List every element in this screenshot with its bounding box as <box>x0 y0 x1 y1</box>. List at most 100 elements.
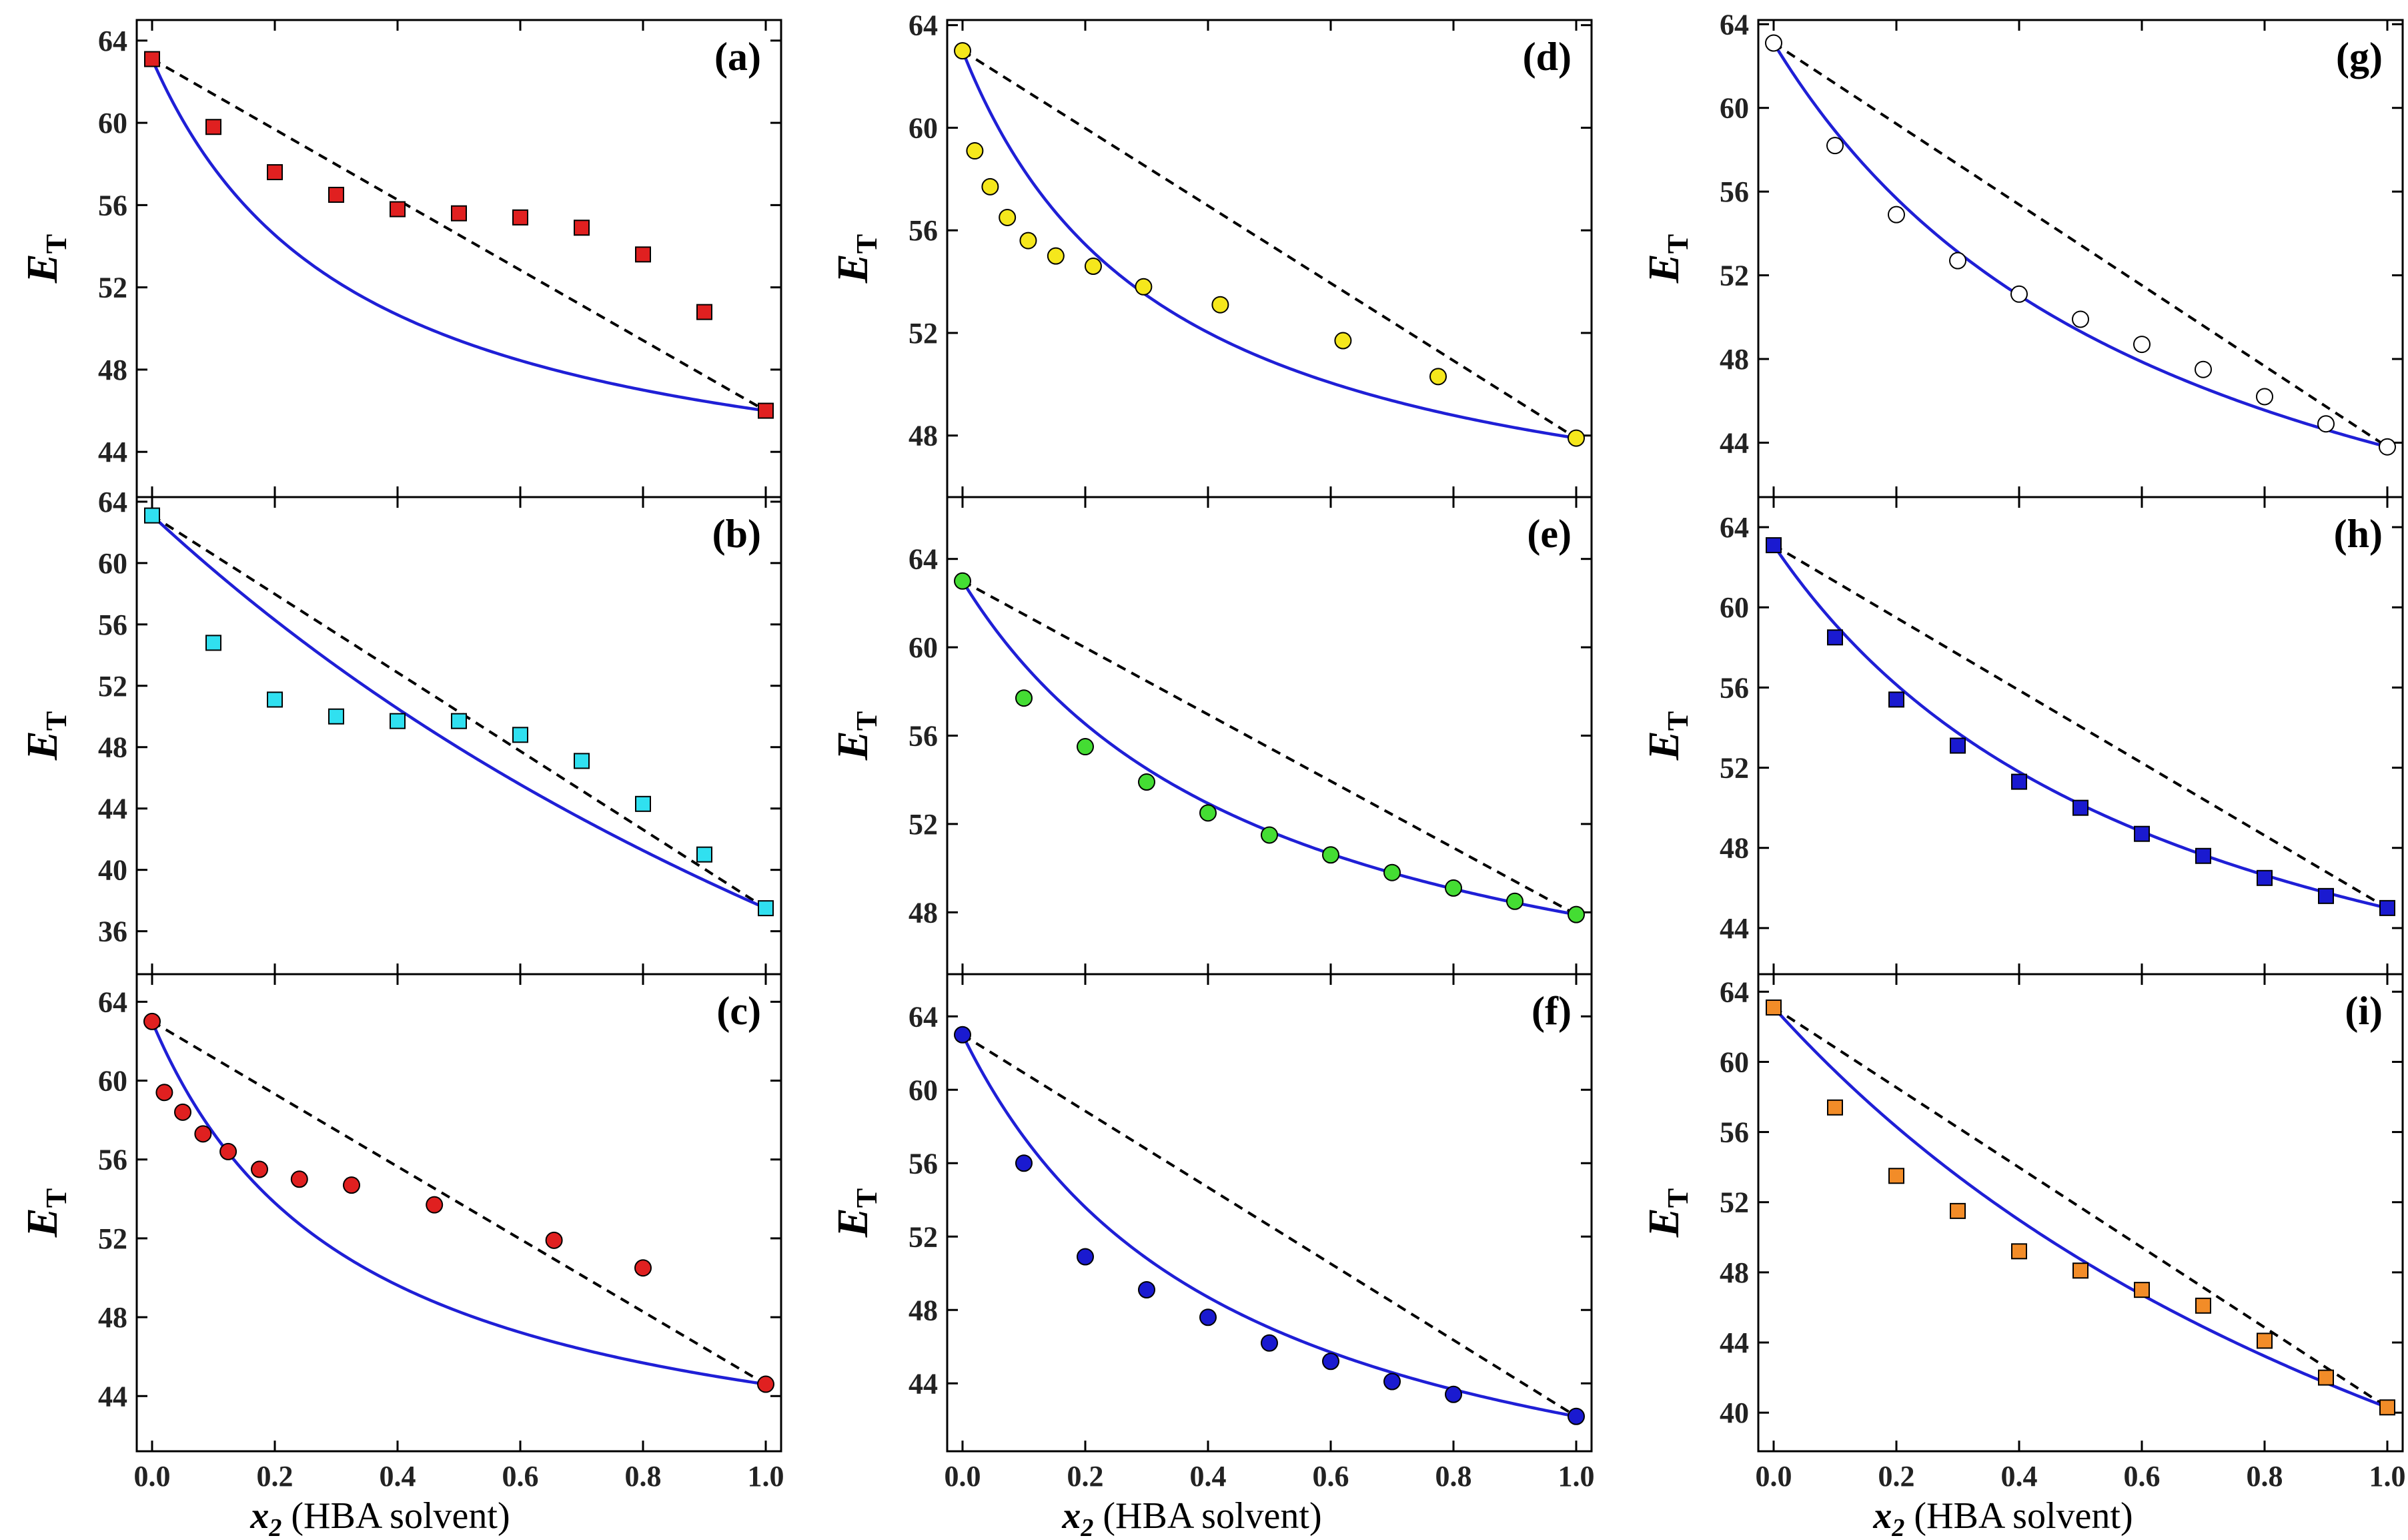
y-tick-label: 56 <box>98 609 127 641</box>
data-point <box>2257 1332 2273 1349</box>
y-tick-label: 36 <box>98 915 127 948</box>
data-point <box>635 246 651 263</box>
x-tick-label: 0.2 <box>1067 1460 1104 1493</box>
panel-label: (c) <box>716 989 761 1033</box>
x-tick-label: 0.4 <box>380 1460 416 1493</box>
panel-label: (a) <box>714 35 761 79</box>
y-tick-label: 48 <box>1720 1256 1749 1289</box>
data-point <box>1383 863 1401 881</box>
model-curve <box>150 58 766 412</box>
y-tick-label: 44 <box>98 793 127 825</box>
y-tick-label: 44 <box>1720 912 1749 945</box>
y-tick-label: 48 <box>98 1301 127 1334</box>
y-tick-label: 56 <box>1720 175 1749 208</box>
y-axis-label: ET <box>1640 234 1694 284</box>
y-tick-label: 60 <box>98 1065 127 1098</box>
y-tick-label: 52 <box>98 272 127 304</box>
data-point <box>155 1084 173 1102</box>
model-curve <box>1772 1006 2388 1409</box>
panel-h: 44 48 52 56 60 64 ET (h) <box>1640 496 2404 976</box>
y-tick-label: 48 <box>1720 832 1749 865</box>
panel-g-frame <box>1757 19 2404 498</box>
data-point <box>1888 691 1904 708</box>
data-point <box>144 51 160 67</box>
x-axis-label-col1: x2 (HBA solvent) <box>249 1495 510 1540</box>
data-point <box>1568 1407 1585 1425</box>
data-point <box>267 164 283 181</box>
data-point <box>290 1170 308 1188</box>
panel-i-frame <box>1757 973 2404 1453</box>
y-tick-label: 64 <box>1720 976 1749 1008</box>
x-tick-label: 0.6 <box>502 1460 539 1493</box>
y-axis-label: ET <box>18 1188 73 1238</box>
data-point <box>2379 899 2395 916</box>
data-point <box>219 1142 237 1160</box>
data-point <box>390 713 406 729</box>
data-point <box>545 1231 563 1249</box>
data-point <box>2195 847 2211 864</box>
model-curve <box>150 1021 766 1386</box>
y-axis-label: ET <box>1640 1188 1694 1238</box>
data-point <box>966 142 984 160</box>
data-point <box>1950 737 1966 754</box>
y-tick-label: 64 <box>909 1000 938 1033</box>
data-point <box>574 753 590 769</box>
data-point <box>451 713 467 729</box>
data-point <box>174 1103 191 1121</box>
data-point <box>1077 738 1094 756</box>
panel-i: 40 44 48 52 56 60 64 0.0 0.2 0.4 0.6 0.8 1.0 ET (i) <box>1640 973 2406 1493</box>
data-point <box>2010 285 2028 303</box>
panel-c-frame <box>135 973 782 1453</box>
y-tick-label: 48 <box>98 354 127 386</box>
y-tick-label: 52 <box>909 317 938 350</box>
data-point <box>2072 799 2088 816</box>
data-point <box>2195 360 2212 378</box>
x-tick-label: 0.4 <box>1190 1460 1227 1493</box>
panel-f-frame <box>946 973 1593 1453</box>
ideal-mixing-line <box>962 580 1577 916</box>
data-point <box>1568 905 1585 923</box>
x-tick-label: 0.4 <box>2001 1460 2038 1493</box>
y-tick-label: 56 <box>909 214 938 247</box>
data-point <box>1261 1334 1278 1352</box>
y-tick-label: 40 <box>98 854 127 887</box>
y-tick-label: 52 <box>98 670 127 703</box>
data-point <box>696 304 712 320</box>
ideal-mixing-line <box>1772 41 2389 448</box>
y-tick-label: 64 <box>909 543 938 576</box>
x-tick-label: 1.0 <box>2369 1460 2406 1493</box>
panel-label: (h) <box>2334 512 2383 556</box>
x-tick-label: 0.2 <box>257 1460 293 1493</box>
y-tick-label: 52 <box>909 1220 938 1253</box>
data-point <box>635 795 651 812</box>
data-point <box>1334 332 1352 350</box>
y-tick-label: 48 <box>98 731 127 764</box>
data-point <box>2133 336 2151 354</box>
panel-a-frame <box>135 19 782 498</box>
data-point <box>1766 999 1782 1016</box>
y-tick-label: 44 <box>1720 1326 1749 1359</box>
model-curve <box>961 1034 1577 1418</box>
data-point <box>954 1026 971 1044</box>
y-tick-label: 64 <box>98 486 127 518</box>
data-point <box>954 572 971 590</box>
data-point <box>758 900 774 917</box>
x-tick-label: 0.8 <box>2247 1460 2283 1493</box>
x-axis-label-col2: x2 (HBA solvent) <box>1061 1495 1321 1540</box>
panel-d-frame <box>946 19 1593 498</box>
y-tick-label: 64 <box>98 25 127 57</box>
y-tick-label: 64 <box>909 9 938 42</box>
ideal-mixing-line <box>151 514 767 909</box>
y-tick-label: 60 <box>909 111 938 144</box>
y-tick-label: 64 <box>1720 8 1749 41</box>
y-tick-label: 64 <box>1720 511 1749 544</box>
y-tick-label: 52 <box>1720 1186 1749 1219</box>
x-tick-label: 0.6 <box>1313 1460 1349 1493</box>
y-tick-label: 44 <box>98 436 127 468</box>
panel-label: (g) <box>2336 35 2383 79</box>
panels-group: 44 48 52 56 60 64 ET (a) 36 40 44 48 52 56 60 64 ET (b) 44… <box>18 8 2406 1493</box>
y-tick-label: 60 <box>1720 92 1749 125</box>
data-point <box>144 507 160 524</box>
y-tick-label: 48 <box>1720 343 1749 376</box>
data-point <box>1322 1353 1339 1371</box>
